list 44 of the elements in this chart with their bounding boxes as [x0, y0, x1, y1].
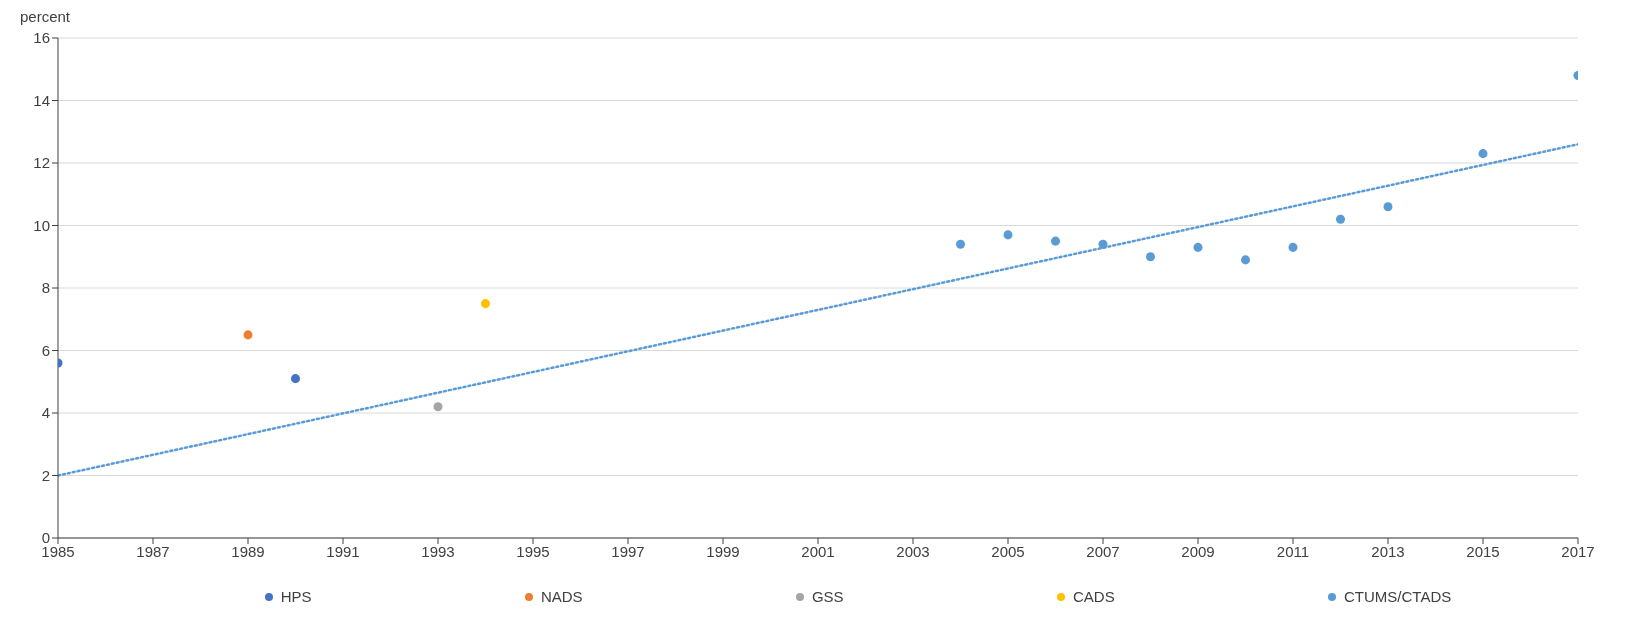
x-tick-label: 1989 [231, 542, 265, 560]
y-tick-label: 10 [33, 216, 50, 234]
x-tick-label: 2001 [801, 542, 835, 560]
point [433, 402, 443, 412]
x-tick-label: 1993 [421, 542, 455, 560]
legend-label: NADS [540, 588, 583, 605]
point [243, 330, 253, 340]
y-tick-label: 14 [33, 91, 50, 109]
point [1145, 252, 1156, 262]
point [480, 299, 491, 309]
x-tick-label: 2011 [1276, 542, 1310, 560]
x-tick-label: 1995 [516, 542, 550, 560]
point [1288, 242, 1298, 252]
x-tick-label: 1987 [136, 542, 170, 560]
x-tick-label: 1997 [611, 542, 645, 560]
y-tick-label: 16 [33, 29, 50, 47]
legend-label: CADS [1072, 588, 1115, 605]
point [1050, 236, 1061, 246]
y-tick-label: 8 [41, 279, 50, 297]
x-tick-label: 2009 [1181, 542, 1215, 560]
x-tick-label: 1991 [326, 542, 360, 560]
point [1003, 230, 1013, 240]
point [1240, 255, 1251, 265]
legend-label: HPS [280, 588, 312, 605]
y-tick-label: 6 [41, 341, 50, 359]
point [1478, 149, 1488, 159]
x-tick-label: 2013 [1371, 542, 1405, 560]
x-tick-label: 2003 [896, 542, 930, 560]
y-axis-title: percent [20, 8, 72, 27]
legend-label: CTUMS/CTADS [1344, 588, 1452, 605]
point [1098, 239, 1108, 249]
y-tick-label: 12 [33, 154, 50, 172]
point [955, 239, 966, 249]
point [1383, 202, 1393, 212]
legend-label: GSS [811, 588, 844, 605]
x-tick-label: 2017 [1561, 542, 1595, 560]
y-tick-label: 2 [41, 466, 50, 484]
point [1193, 242, 1203, 252]
point [1335, 214, 1346, 224]
x-tick-label: 1999 [706, 542, 740, 560]
x-tick-label: 2007 [1086, 542, 1120, 560]
y-tick-label: 4 [41, 404, 50, 422]
x-tick-label: 2015 [1466, 542, 1500, 560]
x-tick-label: 2005 [991, 542, 1025, 560]
